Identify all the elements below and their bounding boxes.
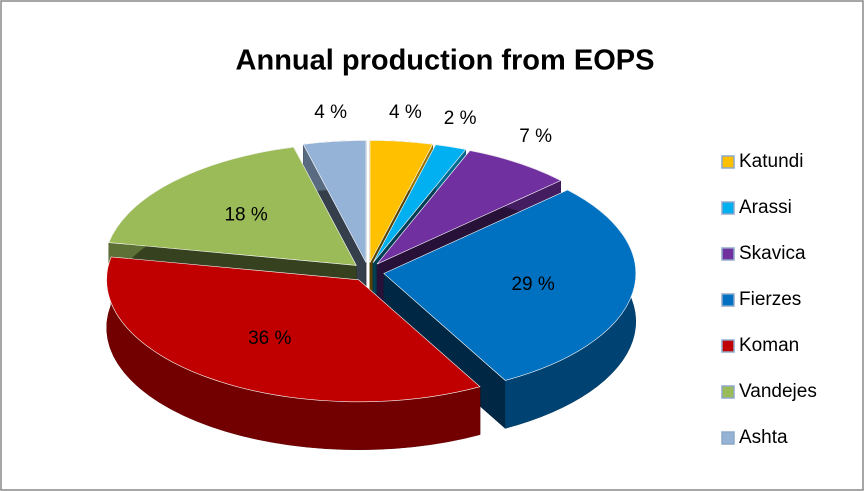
slice — [383, 189, 637, 381]
slice — [302, 140, 367, 263]
legend-swatch — [721, 247, 735, 261]
data-label: 4 % — [314, 102, 347, 123]
slice — [106, 256, 481, 451]
legend-swatch — [721, 155, 735, 169]
legend-label: Skavica — [739, 243, 806, 264]
data-label: 36 % — [248, 328, 291, 349]
chart-title: Annual production from EOPS — [236, 45, 655, 77]
legend-swatch — [721, 385, 735, 399]
legend-swatch — [721, 339, 735, 353]
data-label: 29 % — [511, 274, 554, 295]
legend-swatch — [721, 293, 735, 307]
legend-swatch — [721, 431, 735, 445]
slice — [106, 256, 481, 403]
legend-label: Arassi — [739, 197, 792, 218]
slice — [369, 140, 434, 263]
data-label: 18 % — [224, 204, 267, 225]
legend-label: Koman — [739, 335, 799, 356]
legend-label: Katundi — [739, 151, 803, 172]
data-label: 4 % — [389, 102, 422, 123]
data-label: 7 % — [519, 126, 552, 147]
legend-swatch — [721, 201, 735, 215]
slice — [376, 150, 562, 265]
slice — [372, 144, 467, 264]
slice — [108, 146, 357, 266]
legend-label: Vandejes — [739, 381, 817, 402]
legend-label: Ashta — [739, 427, 788, 448]
data-label: 2 % — [444, 108, 477, 129]
legend-label: Fierzes — [739, 289, 801, 310]
